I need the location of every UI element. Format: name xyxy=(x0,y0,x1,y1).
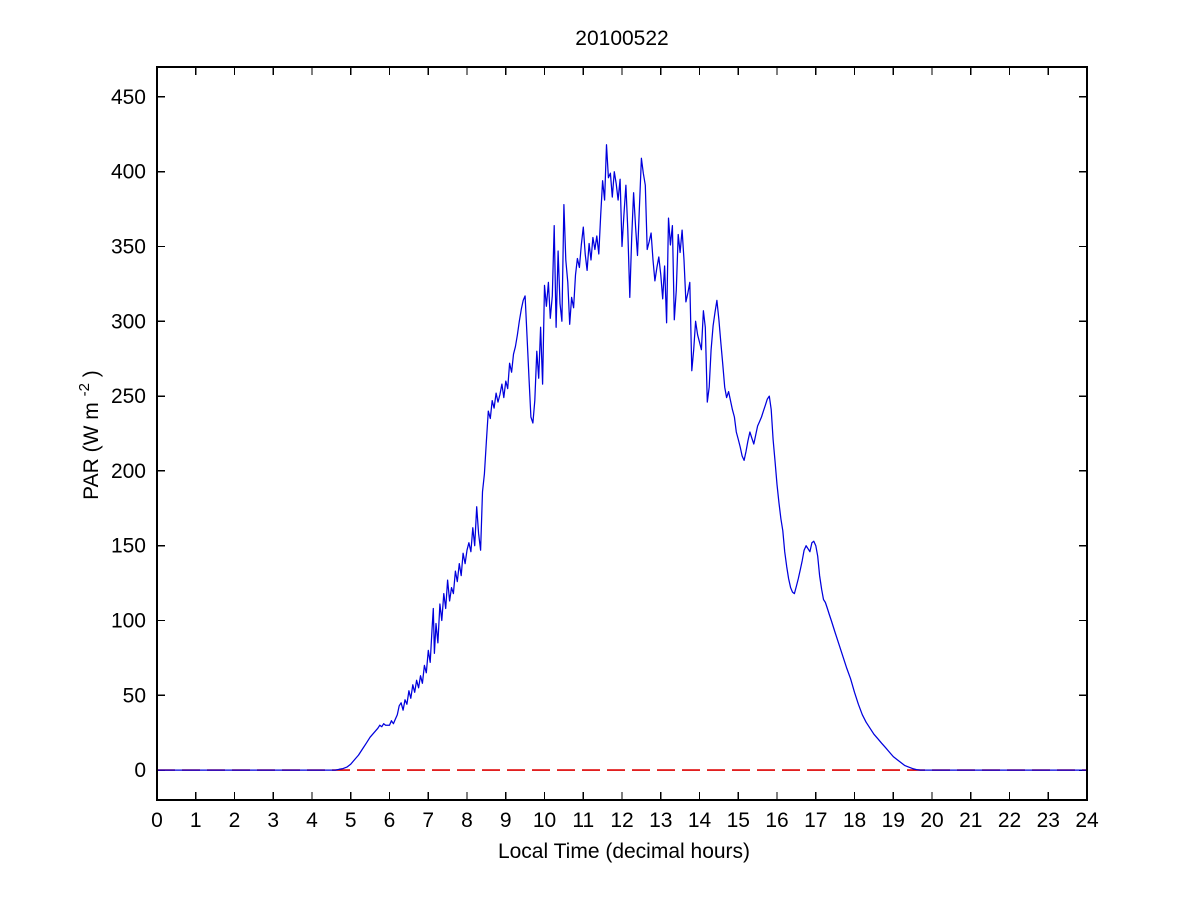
x-tick-label: 21 xyxy=(959,809,982,832)
x-tick-label: 6 xyxy=(384,809,396,832)
y-tick-label: 200 xyxy=(111,460,146,483)
x-tick-label: 5 xyxy=(345,809,357,832)
y-axis-label-base: PAR (W m xyxy=(80,402,103,500)
y-tick-label: 150 xyxy=(111,535,146,558)
x-tick-label: 13 xyxy=(649,809,672,832)
y-tick-label: 400 xyxy=(111,161,146,184)
x-tick-label: 17 xyxy=(804,809,827,832)
x-tick-label: 16 xyxy=(765,809,788,832)
x-tick-label: 8 xyxy=(461,809,473,832)
y-tick-label: 250 xyxy=(111,385,146,408)
y-tick-label: 0 xyxy=(134,759,146,782)
x-tick-label: 18 xyxy=(843,809,866,832)
x-tick-label: 0 xyxy=(151,809,163,832)
y-tick-label: 350 xyxy=(111,236,146,259)
x-tick-label: 11 xyxy=(572,809,594,832)
data-series xyxy=(157,144,1087,771)
y-axis-label: PAR (W m -2 ) xyxy=(71,370,103,500)
axis-ticks: 0 1 2 3 4 5 6 7 8 9 10 11 12 13 14 15 16 17 18 19 20 21 22 23 24… xyxy=(111,67,1099,832)
x-tick-label: 23 xyxy=(1037,809,1060,832)
x-axis-label: Local Time (decimal hours) xyxy=(498,840,750,863)
x-tick-label: 12 xyxy=(610,809,633,832)
par-series-line xyxy=(157,144,1087,771)
x-tick-label: 19 xyxy=(882,809,905,832)
x-tick-label: 1 xyxy=(190,809,202,832)
x-tick-label: 7 xyxy=(422,809,434,832)
x-tick-label: 9 xyxy=(500,809,512,832)
x-tick-label: 15 xyxy=(727,809,750,832)
x-tick-label: 22 xyxy=(998,809,1021,832)
y-tick-label: 300 xyxy=(111,310,146,333)
y-axis-label-superscript: -2 xyxy=(76,383,93,396)
x-tick-label: 2 xyxy=(229,809,241,832)
plot-frame xyxy=(156,66,1088,801)
chart-title: 20100522 xyxy=(575,27,668,50)
x-tick-label: 3 xyxy=(267,809,279,832)
x-tick-label: 24 xyxy=(1075,809,1099,832)
y-axis-label-end: ) xyxy=(80,370,103,377)
x-tick-label: 4 xyxy=(306,809,318,832)
y-tick-label: 100 xyxy=(111,609,146,632)
x-tick-label: 20 xyxy=(920,809,943,832)
x-tick-label: 14 xyxy=(688,809,712,832)
y-tick-label: 50 xyxy=(123,684,146,707)
x-tick-label: 10 xyxy=(533,809,556,832)
y-tick-label: 450 xyxy=(111,86,146,109)
